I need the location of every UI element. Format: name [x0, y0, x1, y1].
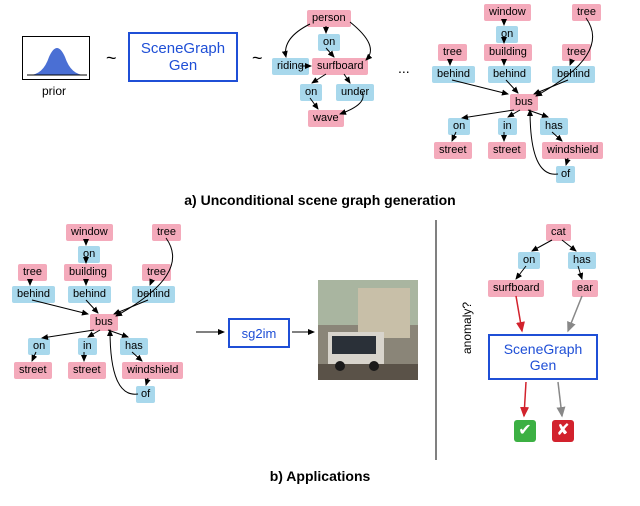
g2-in: in — [498, 118, 517, 135]
g1-under: under — [336, 84, 374, 101]
g2-street2: street — [488, 142, 526, 159]
g2-on2: on — [448, 118, 470, 135]
g3-on1: on — [78, 246, 100, 263]
g2-windshield: windshield — [542, 142, 603, 159]
g3-bus: bus — [90, 314, 118, 331]
ellipsis: ... — [398, 60, 410, 76]
g4-ear: ear — [572, 280, 598, 297]
output-image — [318, 280, 418, 380]
g2-behind3: behind — [552, 66, 595, 83]
g4-cat: cat — [546, 224, 571, 241]
g2-of: of — [556, 166, 575, 183]
sg2im-box: sg2im — [228, 318, 290, 348]
sggen-line2: Gen — [169, 57, 197, 74]
g1-riding: riding — [272, 58, 309, 75]
g4-on: on — [518, 252, 540, 269]
g3-has: has — [120, 338, 148, 355]
tilde-2: ~ — [252, 48, 263, 69]
g3-behind1: behind — [12, 286, 55, 303]
sggen-b-line1: SceneGraph — [504, 341, 583, 357]
prior-image — [22, 36, 90, 80]
g2-behind1: behind — [432, 66, 475, 83]
g1-on2: on — [300, 84, 322, 101]
g1-surfboard: surfboard — [312, 58, 368, 75]
g2-bus: bus — [510, 94, 538, 111]
tilde-1: ~ — [106, 48, 117, 69]
anomaly-label: anomaly? — [460, 302, 474, 354]
sggen-line1: SceneGraph — [141, 40, 225, 57]
gaussian-icon — [23, 37, 91, 81]
sg2im-label: sg2im — [242, 326, 277, 341]
g3-building: building — [64, 264, 112, 281]
g3-tree1: tree — [152, 224, 181, 241]
g2-building: building — [484, 44, 532, 61]
caption-a: a) Unconditional scene graph generation — [0, 192, 640, 208]
g4-surfboard: surfboard — [488, 280, 544, 297]
g3-of: of — [136, 386, 155, 403]
g3-windshield: windshield — [122, 362, 183, 379]
g2-behind2: behind — [488, 66, 531, 83]
g3-tree3: tree — [142, 264, 171, 281]
g3-behind3: behind — [132, 286, 175, 303]
g3-street1: street — [14, 362, 52, 379]
g2-on1: on — [496, 26, 518, 43]
g1-person: person — [307, 10, 351, 27]
g3-behind2: behind — [68, 286, 111, 303]
g2-has: has — [540, 118, 568, 135]
check-icon: ✔ — [514, 420, 536, 442]
g2-tree2: tree — [438, 44, 467, 61]
g3-street2: street — [68, 362, 106, 379]
caption-b: b) Applications — [0, 468, 640, 484]
g2-tree1: tree — [572, 4, 601, 21]
g4-has: has — [568, 252, 596, 269]
g2-street1: street — [434, 142, 472, 159]
g3-window: window — [66, 224, 113, 241]
g1-on: on — [318, 34, 340, 51]
sggen-b-line2: Gen — [530, 357, 556, 373]
scenegraphgen-box-bottom: SceneGraph Gen — [488, 334, 598, 380]
g2-tree3: tree — [562, 44, 591, 61]
prior-label: prior — [42, 84, 66, 98]
g3-in: in — [78, 338, 97, 355]
g1-wave: wave — [308, 110, 344, 127]
g2-window: window — [484, 4, 531, 21]
g3-tree2: tree — [18, 264, 47, 281]
scenegraphgen-box-top: SceneGraph Gen — [128, 32, 238, 82]
g3-on2: on — [28, 338, 50, 355]
cross-icon: ✘ — [552, 420, 574, 442]
